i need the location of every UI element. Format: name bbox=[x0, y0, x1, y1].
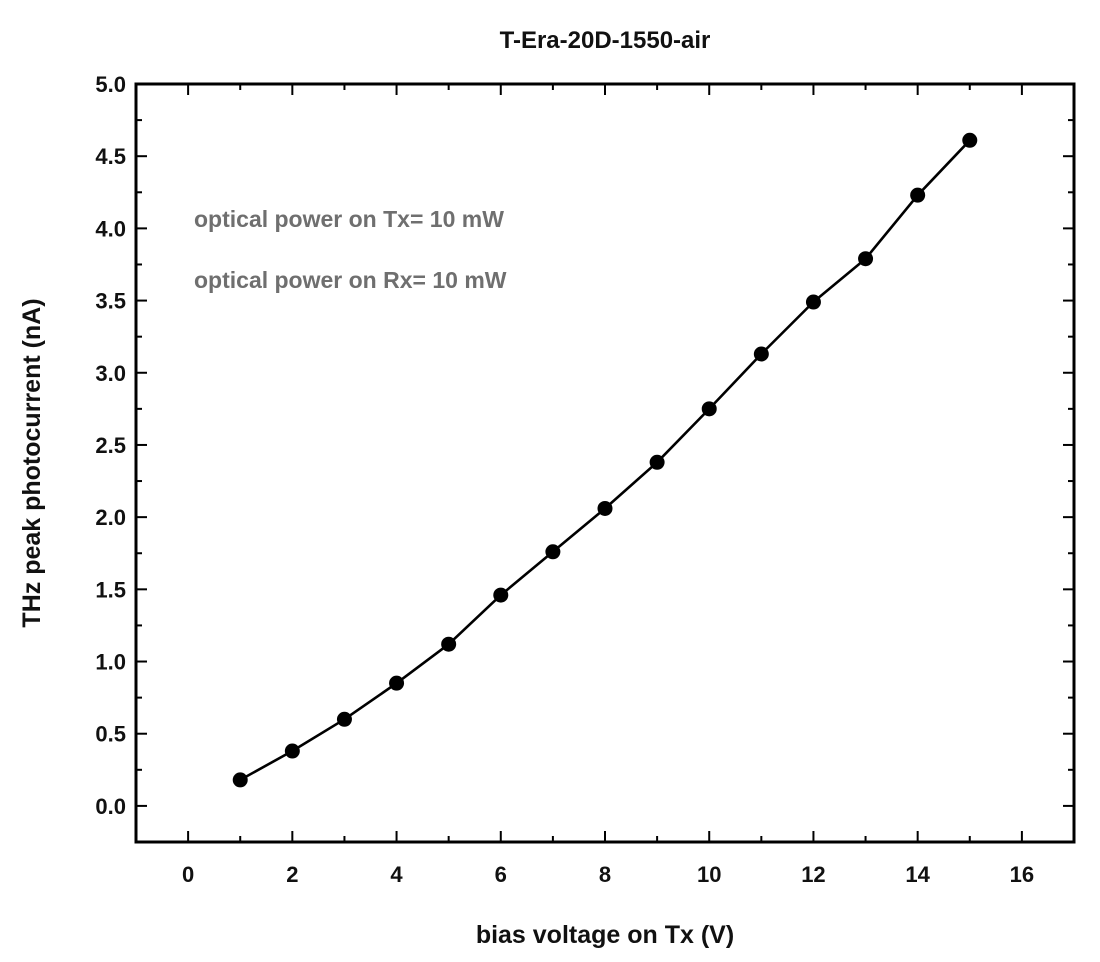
x-tick-label: 8 bbox=[599, 862, 611, 887]
data-points bbox=[232, 132, 978, 788]
x-tick-label: 0 bbox=[182, 862, 194, 887]
x-tick-label: 10 bbox=[697, 862, 721, 887]
data-point bbox=[910, 187, 926, 203]
y-tick-label: 0.0 bbox=[95, 794, 126, 819]
plot-frame bbox=[134, 82, 1076, 844]
axis-ticks bbox=[135, 83, 1075, 843]
data-point bbox=[545, 544, 561, 560]
x-tick-label: 16 bbox=[1010, 862, 1034, 887]
x-tick-label: 6 bbox=[495, 862, 507, 887]
annotation-rx-power: optical power on Rx= 10 mW bbox=[194, 267, 507, 293]
data-point bbox=[441, 636, 457, 652]
x-tick-label: 2 bbox=[286, 862, 298, 887]
data-point bbox=[284, 743, 300, 759]
data-point bbox=[753, 346, 769, 362]
y-tick-label: 3.0 bbox=[95, 361, 126, 386]
y-tick-label: 0.5 bbox=[95, 722, 126, 747]
x-tick-labels: 0 2 4 6 8 10 12 14 16 bbox=[182, 862, 1034, 887]
y-tick-labels: 0.0 0.5 1.0 1.5 2.0 2.5 3.0 3.5 4.0 4.5 5.0 bbox=[95, 72, 126, 819]
x-axis-label: bias voltage on Tx (V) bbox=[476, 921, 734, 949]
data-point bbox=[232, 772, 248, 788]
x-tick-label: 14 bbox=[905, 862, 930, 887]
chart-title: T-Era-20D-1550-air bbox=[500, 27, 711, 54]
data-point bbox=[597, 500, 613, 516]
series-line bbox=[239, 139, 971, 782]
y-tick-label: 2.5 bbox=[95, 433, 126, 458]
y-axis-label: THz peak photocurrent (nA) bbox=[18, 298, 46, 627]
annotation-tx-power: optical power on Tx= 10 mW bbox=[194, 206, 504, 232]
data-point bbox=[701, 401, 717, 417]
data-point bbox=[962, 132, 978, 148]
y-tick-label: 1.5 bbox=[95, 577, 126, 602]
y-tick-label: 1.0 bbox=[95, 650, 126, 675]
y-tick-label: 4.0 bbox=[95, 216, 126, 241]
x-tick-label: 12 bbox=[801, 862, 825, 887]
data-point bbox=[336, 711, 352, 727]
data-point bbox=[649, 454, 665, 470]
data-point bbox=[805, 294, 821, 310]
x-tick-label: 4 bbox=[390, 862, 403, 887]
data-point bbox=[389, 675, 405, 691]
y-tick-label: 3.5 bbox=[95, 289, 126, 314]
y-tick-label: 5.0 bbox=[95, 72, 126, 97]
data-point bbox=[858, 251, 874, 267]
y-tick-label: 2.0 bbox=[95, 505, 126, 530]
data-point bbox=[493, 587, 509, 603]
y-tick-label: 4.5 bbox=[95, 144, 126, 169]
